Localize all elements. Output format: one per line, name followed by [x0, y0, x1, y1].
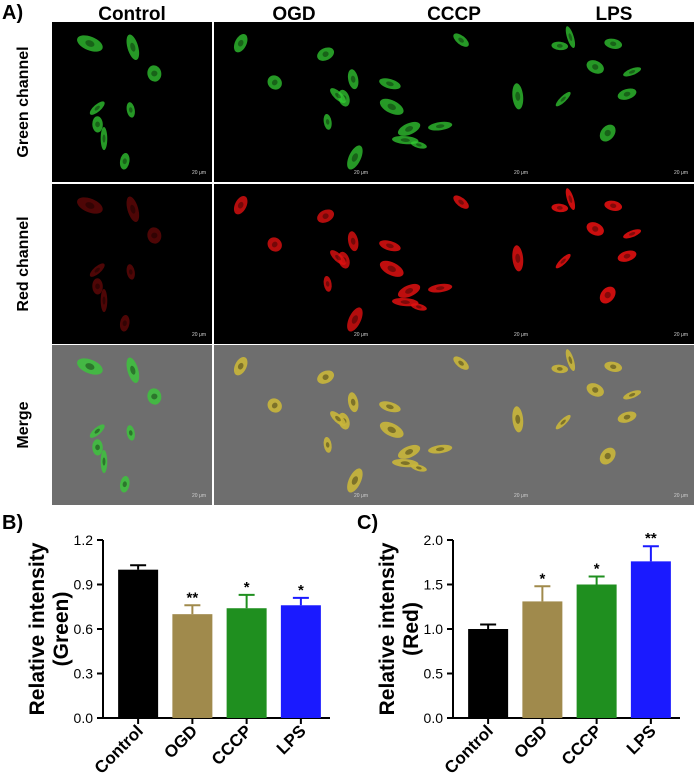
scale-bar-label: 20 μm	[192, 170, 206, 176]
red-chart-bar-cccp	[576, 584, 617, 718]
green-chart-y-axis-label-unit: (Green)	[50, 592, 73, 667]
red-chart-x-tick-label: CCCP	[558, 721, 605, 768]
red-chart-bar-control	[468, 629, 509, 718]
micrograph-merge-ogd: 20 μm	[214, 345, 374, 505]
red-chart-y-axis-label: Relative intensity	[376, 542, 399, 715]
red-chart-significance-label: *	[539, 570, 545, 587]
red-chart-y-tick-label: 0.0	[424, 710, 444, 726]
green-chart-y-tick-label: 0.6	[74, 621, 94, 637]
micrograph-green-cccp: 20 μm	[374, 22, 534, 182]
red-intensity-bar-chart: Relative intensity (Red) 0.0 0.5 1.0 1.5 2.0 Co…	[376, 530, 680, 778]
row-label-red-channel: Red channel	[15, 216, 32, 312]
green-chart-y-tick-label: 1.2	[74, 532, 94, 548]
green-chart-bar-lps	[280, 605, 321, 718]
panel-a-letter: A)	[2, 2, 24, 24]
green-chart-x-tick-label: OGD	[160, 721, 201, 762]
column-header-cccp: CCCP	[427, 4, 481, 25]
scale-bar-label: 20 μm	[514, 332, 528, 338]
micrograph-merge-lps: 20 μm	[534, 345, 694, 505]
green-chart-y-tick-label: 0.3	[74, 666, 94, 682]
red-chart-significance-label: **	[645, 530, 657, 547]
row-label-merge: Merge	[15, 401, 32, 449]
green-intensity-bar-chart: Relative intensity (Green) 0.0 0.3 0.6 0.9 1.2…	[26, 532, 330, 778]
scale-bar-label: 20 μm	[354, 332, 368, 338]
red-chart-x-tick-label: LPS	[623, 721, 660, 758]
red-chart-y-axis-label-unit: (Red)	[400, 602, 423, 656]
scale-bar-label: 20 μm	[674, 332, 688, 338]
green-chart-y-tick-label: 0.9	[74, 577, 94, 593]
scale-bar-label: 20 μm	[514, 170, 528, 176]
column-header-ogd: OGD	[272, 4, 316, 25]
micrograph-merge-control: 20 μm	[52, 345, 212, 505]
column-header-lps: LPS	[595, 4, 633, 25]
green-chart-y-tick-label: 0.0	[74, 710, 94, 726]
green-chart-significance-label: **	[187, 589, 199, 606]
panel-c-letter: C)	[357, 512, 379, 534]
green-chart-y-axis-label: Relative intensity	[26, 542, 49, 715]
scale-bar-label: 20 μm	[674, 493, 688, 499]
scale-bar-label: 20 μm	[192, 332, 206, 338]
micrograph-red-lps: 20 μm	[534, 184, 694, 344]
green-chart-x-tick-label: LPS	[273, 721, 310, 758]
red-chart-y-tick-label: 1.5	[424, 577, 444, 593]
micrograph-green-lps: 20 μm	[534, 22, 694, 182]
green-chart-significance-label: *	[298, 582, 304, 599]
micrograph-red-ogd: 20 μm	[214, 184, 374, 344]
green-chart-bar-ogd	[172, 614, 213, 718]
row-label-green-channel: Green channel	[15, 46, 32, 158]
red-chart-y-tick-label: 2.0	[424, 532, 444, 548]
green-chart-x-tick-label: CCCP	[208, 721, 255, 768]
green-chart-bar-control	[118, 569, 159, 718]
scale-bar-label: 20 μm	[354, 493, 368, 499]
micrograph-green-ogd: 20 μm	[214, 22, 374, 182]
red-chart-y-tick-label: 0.5	[424, 666, 444, 682]
micrograph-red-cccp: 20 μm	[374, 184, 534, 344]
panel-b-letter: B)	[2, 512, 24, 534]
red-chart-bar-lps	[630, 561, 671, 718]
scale-bar-label: 20 μm	[354, 170, 368, 176]
green-chart-bar-cccp	[226, 608, 267, 718]
scale-bar-label: 20 μm	[674, 170, 688, 176]
red-chart-y-tick-label: 1.0	[424, 621, 444, 637]
green-chart-significance-label: *	[244, 579, 250, 596]
micrograph-green-control: 20 μm	[52, 22, 212, 182]
micrograph-red-control: 20 μm	[52, 184, 212, 344]
column-header-control: Control	[98, 4, 166, 25]
red-chart-x-tick-label: Control	[441, 721, 497, 777]
red-chart-x-tick-label: OGD	[510, 721, 551, 762]
red-chart-significance-label: *	[594, 560, 600, 577]
scale-bar-label: 20 μm	[514, 493, 528, 499]
micrograph-merge-cccp: 20 μm	[374, 345, 534, 505]
green-chart-x-tick-label: Control	[91, 721, 147, 777]
scale-bar-label: 20 μm	[192, 493, 206, 499]
red-chart-bar-ogd	[522, 601, 563, 718]
